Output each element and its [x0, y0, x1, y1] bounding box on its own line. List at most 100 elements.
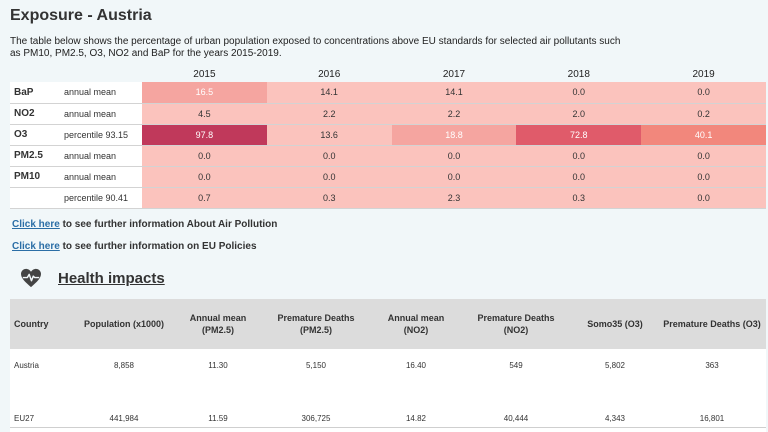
exposure-value-cell: 0.0 — [641, 187, 766, 209]
column-header: Premature Deaths (O3) — [663, 319, 761, 329]
pollutant-label: NO2 — [10, 103, 60, 125]
health-row: Total622,88212.48414,94915.6266,4124,578… — [10, 427, 766, 432]
health-row: EU27 441,984 11.59 306,725 14.82 40,444 4,343 1… — [10, 379, 766, 427]
blank-header — [60, 66, 142, 82]
page-title: Exposure - Austria — [10, 7, 152, 24]
value-cell: 5,150 — [305, 360, 327, 370]
exposure-value-cell: 18.8 — [391, 124, 517, 146]
column-header: Premature Deaths (PM2.5) — [277, 313, 355, 335]
value-cell: 20,852 — [658, 427, 766, 432]
metric-label: annual mean — [60, 103, 142, 125]
exposure-value-cell: 0.0 — [266, 145, 392, 167]
exposure-value-cell: 0.0 — [516, 82, 642, 104]
value-cell: 66,412 — [460, 427, 572, 432]
eu-policies-info-line: Click here to see further information on… — [12, 241, 257, 252]
air-pollution-info-line: Click here to see further information Ab… — [12, 219, 277, 230]
exposure-row: percentile 90.41 0.7 0.3 2.3 0.3 0.0 — [10, 187, 766, 209]
column-header: Country — [14, 319, 49, 329]
exposure-value-cell: 14.1 — [391, 82, 517, 104]
exposure-value-cell: 2.3 — [391, 187, 517, 209]
exposure-body: BaP annual mean 16.5 14.1 14.1 0.0 0.0 NO2 annua… — [10, 82, 766, 209]
exposure-value-cell: 0.0 — [516, 166, 642, 188]
value-cell: 15.62 — [372, 427, 460, 432]
metric-label: annual mean — [60, 145, 142, 167]
exposure-row: PM10 annual mean 0.0 0.0 0.0 0.0 0.0 — [10, 166, 766, 188]
air-pollution-link[interactable]: Click here — [12, 219, 60, 230]
health-header-row: Country Population (x1000) Annual mean (… — [10, 299, 766, 349]
value-cell: 16,801 — [699, 413, 725, 423]
health-body: Austria 8,858 11.30 5,150 16.40 549 5,802 363 EU… — [10, 349, 766, 432]
year-header: 2016 — [266, 66, 392, 82]
value-cell: 5,802 — [604, 360, 626, 370]
exposure-value-cell: 16.5 — [142, 82, 267, 104]
exposure-row: O3 percentile 93.15 97.8 13.6 18.8 72.8 40.1 — [10, 124, 766, 146]
column-header: Annual mean (PM2.5) — [189, 313, 247, 335]
exposure-value-cell: 0.0 — [641, 166, 766, 188]
value-cell: 14.82 — [405, 413, 427, 423]
exposure-value-cell: 97.8 — [142, 124, 267, 146]
column-header: Somo35 (O3) — [587, 319, 643, 329]
year-header: 2019 — [641, 66, 766, 82]
metric-label: annual mean — [60, 166, 142, 188]
exposure-value-cell: 0.0 — [641, 82, 766, 104]
exposure-value-cell: 72.8 — [516, 124, 642, 146]
value-cell: 16.40 — [405, 360, 427, 370]
health-impacts-title[interactable]: Health impacts — [58, 269, 165, 287]
value-cell: 4,343 — [604, 413, 626, 423]
exposure-row: NO2 annual mean 4.5 2.2 2.2 2.0 0.2 — [10, 103, 766, 125]
year-header: 2015 — [142, 66, 267, 82]
value-cell: 306,725 — [301, 413, 331, 423]
column-header: Annual mean (NO2) — [387, 313, 445, 335]
eu-policies-link-text: to see further information on EU Policie… — [59, 241, 257, 252]
exposure-row: BaP annual mean 16.5 14.1 14.1 0.0 0.0 — [10, 82, 766, 104]
air-pollution-link-text: to see further information About Air Pol… — [59, 219, 278, 230]
exposure-value-cell: 0.7 — [142, 187, 267, 209]
exposure-value-cell: 0.0 — [266, 166, 392, 188]
blank-header — [10, 66, 60, 82]
value-cell: 8,858 — [113, 360, 135, 370]
exposure-value-cell: 0.3 — [516, 187, 642, 209]
column-header: Population (x1000) — [83, 319, 164, 329]
exposure-value-cell: 4.5 — [142, 103, 267, 125]
exposure-value-cell: 0.0 — [142, 166, 267, 188]
exposure-table: 2015 2016 2017 2018 2019 BaP annual mean 1… — [10, 66, 766, 209]
value-cell: 4,578 — [572, 427, 658, 432]
exposure-value-cell: 2.2 — [391, 103, 517, 125]
country-cell: EU27 — [14, 413, 35, 423]
pollutant-label — [10, 187, 60, 209]
exposure-value-cell: 0.0 — [391, 166, 517, 188]
exposure-row: PM2.5 annual mean 0.0 0.0 0.0 0.0 0.0 — [10, 145, 766, 167]
exposure-value-cell: 40.1 — [641, 124, 766, 146]
exposure-value-cell: 0.3 — [266, 187, 392, 209]
metric-label: annual mean — [60, 82, 142, 104]
exposure-value-cell: 0.2 — [641, 103, 766, 125]
pollutant-label: PM2.5 — [10, 145, 60, 167]
pollutant-label: O3 — [10, 124, 60, 146]
column-header: Premature Deaths (NO2) — [477, 313, 555, 335]
year-header: 2018 — [516, 66, 642, 82]
pollutant-label: PM10 — [10, 166, 60, 188]
country-cell: Austria — [14, 360, 39, 370]
exposure-value-cell: 0.0 — [641, 145, 766, 167]
exposure-header-row: 2015 2016 2017 2018 2019 — [10, 66, 766, 82]
metric-label: percentile 90.41 — [60, 187, 142, 209]
country-cell: Total — [10, 427, 72, 432]
health-impacts-heading: Health impacts — [20, 268, 165, 288]
pollutant-label: BaP — [10, 82, 60, 104]
health-impacts-table: Country Population (x1000) Annual mean (… — [10, 299, 766, 432]
exposure-value-cell: 0.0 — [516, 145, 642, 167]
metric-label: percentile 93.15 — [60, 124, 142, 146]
value-cell: 363 — [705, 360, 719, 370]
value-cell: 549 — [509, 360, 523, 370]
value-cell: 441,984 — [109, 413, 139, 423]
exposure-value-cell: 14.1 — [266, 82, 392, 104]
exposure-value-cell: 2.2 — [266, 103, 392, 125]
value-cell: 40,444 — [503, 413, 529, 423]
intro-text: The table below shows the percentage of … — [10, 36, 621, 59]
exposure-value-cell: 13.6 — [266, 124, 392, 146]
value-cell: 414,949 — [260, 427, 372, 432]
value-cell: 12.48 — [176, 427, 260, 432]
eu-policies-link[interactable]: Click here — [12, 241, 60, 252]
year-header: 2017 — [391, 66, 517, 82]
health-row: Austria 8,858 11.30 5,150 16.40 549 5,802 363 — [10, 349, 766, 379]
